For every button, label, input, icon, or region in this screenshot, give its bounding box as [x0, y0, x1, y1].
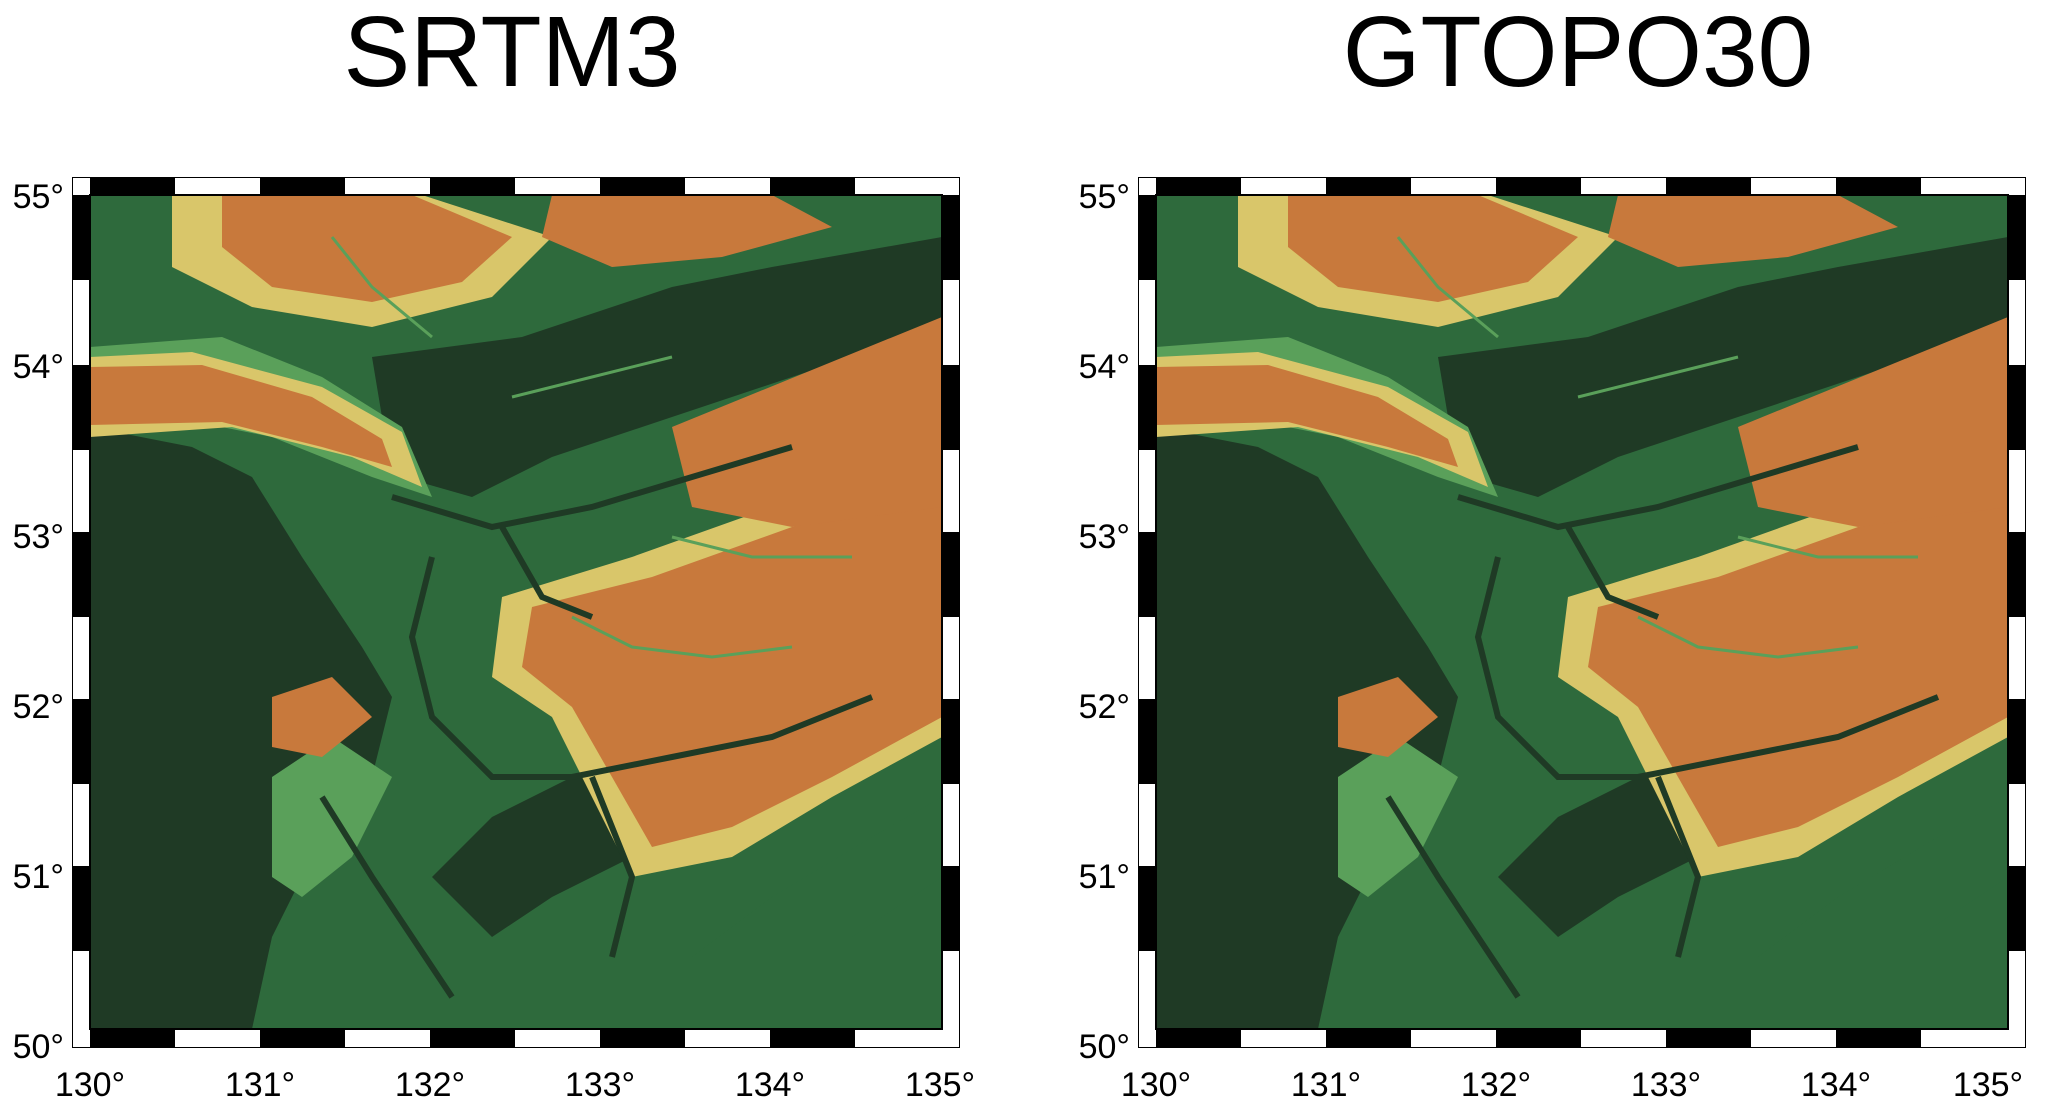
- map-frame: [1138, 177, 2026, 1048]
- terrain-map: [72, 177, 960, 1048]
- lat-label: 52°: [12, 688, 64, 726]
- gtopo30-panel: GTOPO30: [1066, 0, 2048, 1113]
- lon-label: 133°: [1630, 1066, 1702, 1104]
- lon-ticks: [1156, 177, 1921, 1047]
- highland-region: [1588, 497, 2008, 847]
- valley-region: [1758, 797, 2008, 997]
- highland-region: [1288, 195, 1578, 302]
- highland-region: [1156, 365, 1458, 467]
- river-network: [319, 444, 874, 999]
- lat-label: 54°: [1078, 348, 1130, 386]
- lat-label: 50°: [1078, 1028, 1130, 1066]
- highland-region: [1338, 677, 1438, 757]
- lat-label: 55°: [1078, 178, 1130, 216]
- highland-region: [1738, 317, 2008, 527]
- lon-label: 130°: [1120, 1066, 1192, 1104]
- lat-ticks: [1138, 195, 2026, 951]
- lat-label: 51°: [12, 858, 64, 896]
- lon-label: 133°: [564, 1066, 636, 1104]
- lat-label: 54°: [12, 348, 64, 386]
- panel-title: SRTM3: [343, 0, 681, 108]
- lon-label: 132°: [394, 1066, 466, 1104]
- lat-label: 50°: [12, 1028, 64, 1066]
- lon-label: 132°: [1460, 1066, 1532, 1104]
- lon-ticks: [90, 177, 855, 1047]
- terrain-map: [1138, 177, 2026, 1048]
- lon-label: 130°: [54, 1066, 126, 1104]
- lon-label: 131°: [1290, 1066, 1362, 1104]
- panel-title: GTOPO30: [1342, 0, 1814, 108]
- highland-region: [522, 497, 942, 847]
- lon-label: 134°: [1800, 1066, 1872, 1104]
- river-network: [330, 236, 852, 659]
- highland-region: [90, 365, 392, 467]
- lat-ticks: [72, 195, 960, 951]
- lowland-region: [90, 427, 392, 1029]
- lon-label: 134°: [734, 1066, 806, 1104]
- river-network: [1396, 236, 1918, 659]
- lowland-region: [1438, 237, 2008, 497]
- highland-region: [542, 195, 832, 267]
- lon-label: 135°: [904, 1066, 976, 1104]
- river-network: [1385, 444, 1940, 999]
- lat-label: 53°: [1078, 518, 1130, 556]
- highland-region: [1608, 195, 1898, 267]
- lat-label: 51°: [1078, 858, 1130, 896]
- lat-label: 55°: [12, 178, 64, 216]
- lowland-region: [1156, 427, 1458, 1029]
- highland-region: [272, 677, 372, 757]
- lon-label: 135°: [1952, 1066, 2024, 1104]
- srtm3-panel: SRTM3: [12, 0, 976, 1104]
- highland-region: [222, 195, 512, 302]
- lat-label: 52°: [1078, 688, 1130, 726]
- lowland-region: [372, 237, 942, 497]
- valley-region: [692, 797, 942, 997]
- lon-label: 131°: [224, 1066, 296, 1104]
- map-frame: [72, 177, 960, 1048]
- highland-region: [672, 317, 942, 527]
- lat-label: 53°: [12, 518, 64, 556]
